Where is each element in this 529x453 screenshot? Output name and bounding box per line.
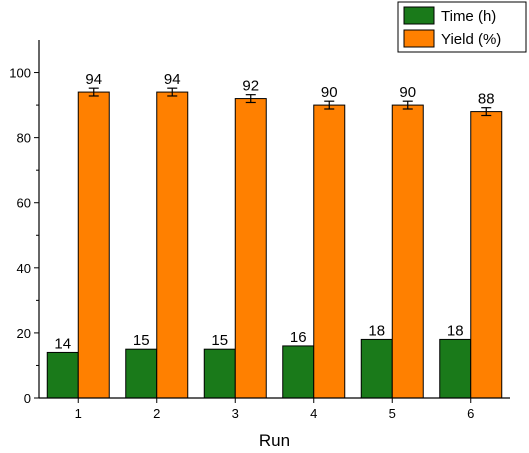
data-label-time-run-3: 15 xyxy=(211,332,228,349)
error-bar-run-2 xyxy=(167,87,178,97)
x-tick-label-4: 4 xyxy=(310,406,317,421)
x-axis-title: Run xyxy=(259,431,290,450)
data-label-time-run-1: 14 xyxy=(54,335,71,352)
data-label-yield-run-5: 90 xyxy=(399,84,416,101)
data-label-time-run-2: 15 xyxy=(133,332,150,349)
bar-yield-run-2 xyxy=(156,91,189,399)
bar-time-run-2 xyxy=(125,348,158,399)
bars-layer xyxy=(46,91,503,399)
x-tick-label-6: 6 xyxy=(467,406,474,421)
bar-time-run-4 xyxy=(282,345,315,399)
axes-layer: 0 20 40 60 80 100 1 2 3 4 5 6 xyxy=(9,40,510,421)
error-bar-run-3 xyxy=(245,94,256,104)
bar-yield-run-3 xyxy=(234,98,267,399)
x-tick-label-5: 5 xyxy=(389,406,396,421)
error-bar-run-4 xyxy=(324,100,335,110)
bar-time-run-6 xyxy=(439,338,472,399)
bar-time-run-1 xyxy=(46,351,79,399)
data-label-yield-run-1: 94 xyxy=(85,71,102,88)
y-tick-label-60: 60 xyxy=(17,196,31,211)
legend: Time (h) Yield (%) xyxy=(397,1,527,53)
data-label-time-run-6: 18 xyxy=(447,322,464,339)
data-label-yield-run-2: 94 xyxy=(164,71,181,88)
data-label-yield-run-6: 88 xyxy=(478,91,495,108)
bar-time-run-3 xyxy=(203,348,236,399)
error-bar-run-6 xyxy=(481,107,492,117)
data-label-yield-run-3: 92 xyxy=(242,78,259,95)
error-bars-layer xyxy=(88,87,492,117)
legend-label-yield: Yield (%) xyxy=(441,31,501,48)
x-tick-label-2: 2 xyxy=(153,406,160,421)
error-bar-run-5 xyxy=(402,100,413,110)
error-bar-run-1 xyxy=(88,87,99,97)
y-tick-label-0: 0 xyxy=(24,391,31,406)
data-label-time-run-5: 18 xyxy=(368,322,385,339)
data-label-yield-run-4: 90 xyxy=(321,84,338,101)
data-label-time-run-4: 16 xyxy=(290,329,307,346)
legend-swatch-yield xyxy=(403,29,435,48)
data-labels-layer: 14 94 15 94 15 92 16 90 18 90 18 88 xyxy=(54,71,494,352)
y-tick-label-20: 20 xyxy=(17,326,31,341)
legend-swatch-time xyxy=(403,6,435,25)
bar-yield-run-6 xyxy=(470,111,503,399)
bar-yield-run-5 xyxy=(391,104,424,399)
y-tick-label-40: 40 xyxy=(17,261,31,276)
y-tick-label-100: 100 xyxy=(9,66,31,81)
x-tick-label-1: 1 xyxy=(75,406,82,421)
bar-yield-run-1 xyxy=(77,91,110,399)
y-tick-label-80: 80 xyxy=(17,131,31,146)
legend-label-time: Time (h) xyxy=(441,8,496,25)
bar-time-run-5 xyxy=(360,338,393,399)
x-tick-label-3: 3 xyxy=(232,406,239,421)
bar-yield-run-4 xyxy=(313,104,346,399)
